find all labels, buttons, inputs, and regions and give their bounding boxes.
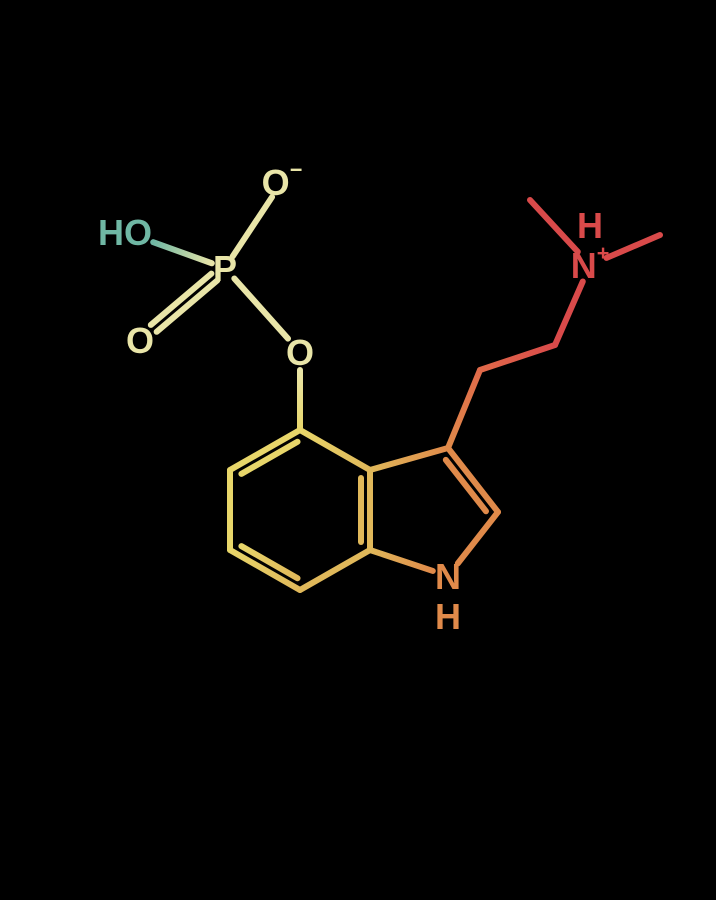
labels-layer: PHOO−OONHN+H xyxy=(98,157,609,637)
molecule-diagram: PHOO−OONHN+H xyxy=(0,0,716,900)
atom-HO: HO xyxy=(98,212,152,253)
atom-Odbl: O xyxy=(126,320,154,361)
atom-Olink: O xyxy=(286,332,314,373)
atom-N1: N xyxy=(435,556,461,597)
atom-Hplus: H xyxy=(577,205,603,246)
atom-P: P xyxy=(213,248,237,289)
atom-Ominus: O− xyxy=(262,157,303,203)
atom-H1: H xyxy=(435,596,461,637)
atom-Nplus: N+ xyxy=(571,240,610,286)
